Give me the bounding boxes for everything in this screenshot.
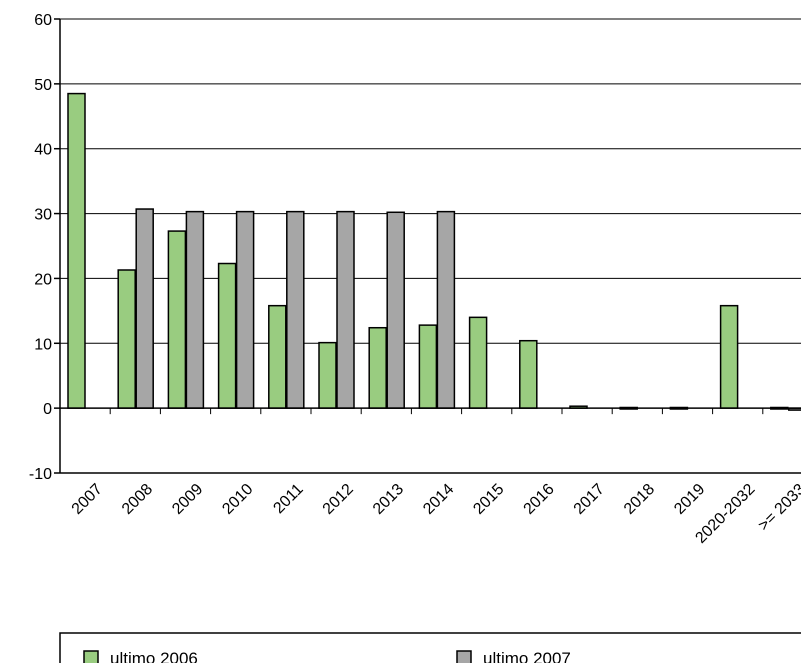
x-tick-label: 2009	[169, 481, 206, 518]
y-tick-label: 0	[43, 401, 52, 418]
bar	[318, 341, 337, 409]
legend: ultimo 2006 ultimo 2007	[59, 632, 801, 663]
x-tick-label: 2014	[420, 481, 457, 518]
y-tick-label: 50	[34, 77, 52, 94]
y-tick-label: 30	[34, 207, 52, 224]
x-tick-label: 2008	[119, 481, 156, 518]
bar	[135, 208, 154, 409]
legend-swatch	[83, 650, 99, 663]
x-tick-label: 2017	[571, 481, 608, 518]
bar	[436, 210, 456, 409]
legend-swatch	[456, 650, 472, 663]
y-tick-label: 60	[34, 12, 52, 29]
x-tick-label: 2011	[270, 481, 306, 517]
bar	[368, 326, 387, 409]
legend-label: ultimo 2007	[483, 649, 571, 663]
bar	[268, 304, 287, 409]
x-tick-label: 2007	[69, 481, 106, 518]
y-tick-labels: -10 0 10 20 30 40 50 60	[29, 12, 52, 483]
axes	[54, 18, 801, 474]
bar	[67, 92, 86, 409]
y-tick-label: 40	[34, 142, 52, 159]
bar	[167, 230, 187, 409]
legend-box	[59, 632, 801, 663]
x-tick-label: 2019	[671, 481, 708, 518]
y-tick-label: 20	[34, 271, 52, 288]
y-tick-label: -10	[29, 466, 52, 483]
bar	[468, 316, 488, 409]
x-tick-label: 2010	[219, 481, 256, 518]
bars	[67, 92, 801, 411]
x-tick-label: >= 2033	[755, 481, 801, 535]
bar	[519, 339, 538, 409]
x-tick-label: 2018	[621, 481, 658, 518]
bar	[719, 304, 739, 409]
bar	[386, 211, 405, 409]
bar	[185, 210, 205, 409]
bar	[418, 324, 438, 409]
y-tick-label: 10	[34, 336, 52, 353]
bar	[336, 210, 355, 409]
bar	[235, 210, 255, 409]
bar	[286, 210, 305, 409]
bar	[217, 262, 237, 409]
x-tick-label: 2015	[470, 481, 507, 518]
x-tick-labels: 2007 2008 2009 2010 2011 2012 2013 2014 2015 2016…	[69, 481, 801, 547]
x-tick-label: 2013	[370, 481, 407, 518]
x-tick-label: 2012	[320, 481, 357, 518]
x-tick-label: 2016	[521, 481, 558, 518]
bar	[117, 269, 136, 409]
legend-label: ultimo 2006	[110, 649, 198, 663]
